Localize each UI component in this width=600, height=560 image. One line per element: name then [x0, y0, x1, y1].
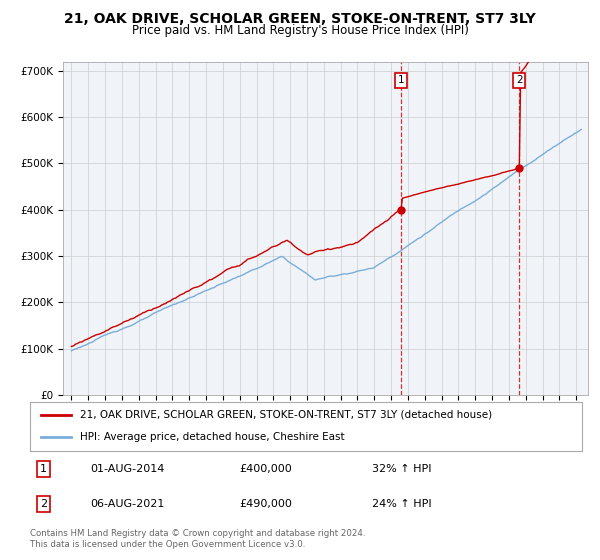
Text: Price paid vs. HM Land Registry's House Price Index (HPI): Price paid vs. HM Land Registry's House … [131, 24, 469, 36]
Text: HPI: Average price, detached house, Cheshire East: HPI: Average price, detached house, Ches… [80, 432, 344, 442]
Text: 32% ↑ HPI: 32% ↑ HPI [372, 464, 432, 474]
Text: 2: 2 [516, 75, 523, 85]
Text: 01-AUG-2014: 01-AUG-2014 [91, 464, 165, 474]
Text: 06-AUG-2021: 06-AUG-2021 [91, 499, 165, 509]
Text: 2: 2 [40, 499, 47, 509]
Text: 21, OAK DRIVE, SCHOLAR GREEN, STOKE-ON-TRENT, ST7 3LY: 21, OAK DRIVE, SCHOLAR GREEN, STOKE-ON-T… [64, 12, 536, 26]
Text: 1: 1 [398, 75, 404, 85]
Text: 21, OAK DRIVE, SCHOLAR GREEN, STOKE-ON-TRENT, ST7 3LY (detached house): 21, OAK DRIVE, SCHOLAR GREEN, STOKE-ON-T… [80, 410, 492, 420]
Text: Contains HM Land Registry data © Crown copyright and database right 2024.
This d: Contains HM Land Registry data © Crown c… [30, 529, 365, 549]
Text: 24% ↑ HPI: 24% ↑ HPI [372, 499, 432, 509]
Text: £490,000: £490,000 [240, 499, 293, 509]
Text: £400,000: £400,000 [240, 464, 293, 474]
Text: 1: 1 [40, 464, 47, 474]
